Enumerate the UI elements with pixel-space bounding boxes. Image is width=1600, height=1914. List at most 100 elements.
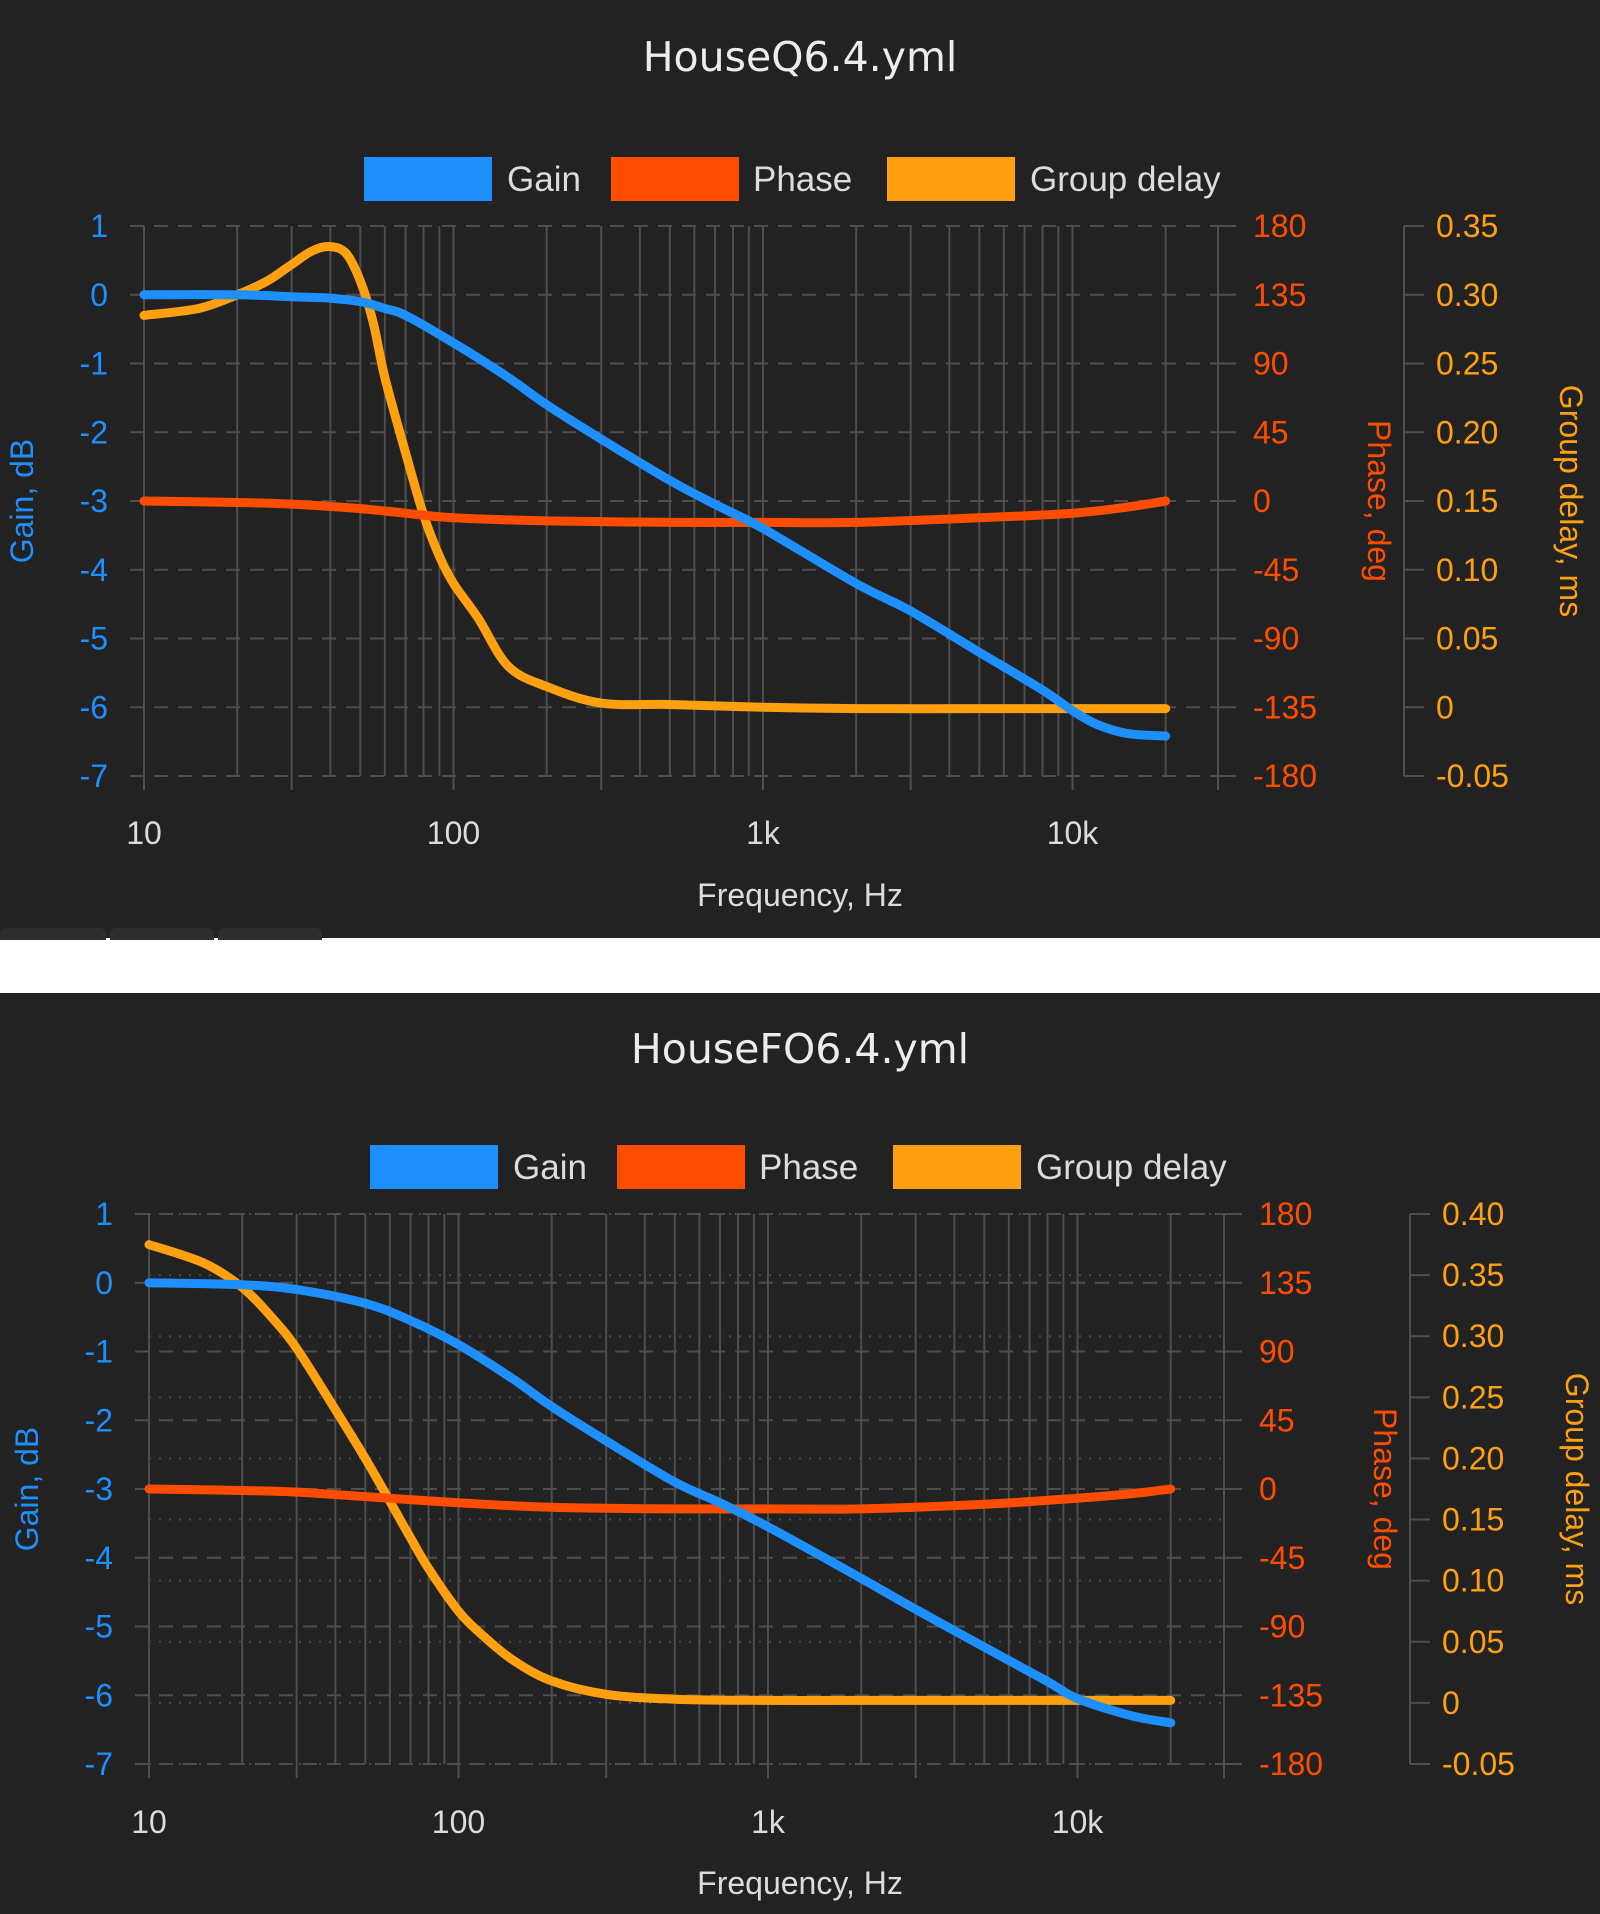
gain-tick-label: 0 [95,1265,113,1301]
phase-tick-label: -180 [1253,758,1317,794]
phase-axis-label: Phase, deg [1361,420,1397,582]
group-delay-tick-label: 0.25 [1436,346,1498,382]
phase-tick-label: -90 [1253,621,1299,657]
phase-tick-label: -135 [1253,689,1317,725]
x-tick-label: 100 [432,1804,485,1840]
panel-divider [0,938,1600,993]
gain-tick-label: -7 [80,758,108,794]
phase-tick-label: 180 [1253,208,1306,244]
group-delay-tick-label: 0.30 [1442,1318,1504,1354]
gain-tick-label: -2 [80,414,108,450]
tab-stub[interactable] [218,928,322,940]
gain-tick-label: -1 [80,346,108,382]
legend-swatch-gain[interactable] [370,1145,498,1189]
group-delay-tick-label: 0.35 [1442,1257,1504,1293]
group-delay-tick-label: 0 [1442,1685,1460,1721]
group-delay-axis-label: Group delay, ms [1559,1373,1595,1605]
phase-tick-label: 0 [1259,1471,1277,1507]
group-delay-tick-label: 0.30 [1436,277,1498,313]
gain-tick-label: -6 [85,1677,113,1713]
x-tick-label: 1k [746,815,781,851]
gain-tick-label: -4 [80,552,108,588]
legend-label-group-delay: Group delay [1036,1148,1227,1187]
phase-tick-label: -45 [1259,1540,1305,1576]
gain-tick-label: 1 [90,208,108,244]
legend-label-phase: Phase [759,1148,858,1187]
chart-panel-housefo: HouseFO6.4.yml Gain Phase Group delay 1 0 -1 -2… [0,993,1600,1914]
gain-tick-label: -5 [85,1609,113,1645]
phase-tick-label: -180 [1259,1746,1323,1782]
phase-axis-label: Phase, deg [1367,1408,1403,1570]
legend-label-phase: Phase [753,160,852,199]
group-delay-tick-label: 0.20 [1442,1440,1504,1476]
x-tick-label: 10 [126,815,162,851]
phase-tick-label: 90 [1253,346,1289,382]
group-delay-tick-label: 0.35 [1436,208,1498,244]
phase-tick-label: 180 [1259,1196,1312,1232]
legend-swatch-phase[interactable] [611,157,739,201]
gain-tick-label: -4 [85,1540,113,1576]
x-axis-label: Frequency, Hz [697,877,903,913]
gain-tick-label: -1 [85,1334,113,1370]
gain-tick-label: -3 [85,1471,113,1507]
phase-tick-label: 135 [1253,277,1306,313]
phase-tick-label: -45 [1253,552,1299,588]
group-delay-tick-label: -0.05 [1442,1746,1515,1782]
legend-swatch-group-delay[interactable] [887,157,1015,201]
group-delay-tick-label: 0.15 [1442,1502,1504,1538]
gain-tick-label: -7 [85,1746,113,1782]
group-delay-tick-label: 0.10 [1436,552,1498,588]
legend-label-group-delay: Group delay [1030,160,1221,199]
phase-tick-label: 45 [1259,1402,1295,1438]
series-line-group-delay [139,242,1171,714]
gain-tick-label: -3 [80,483,108,519]
x-tick-label: 1k [751,1804,786,1840]
gain-axis-label: Gain, dB [4,439,40,564]
legend-swatch-phase[interactable] [617,1145,745,1189]
x-tick-label: 10k [1052,1804,1105,1840]
legend-label-gain: Gain [513,1148,587,1187]
group-delay-tick-label: 0.15 [1436,483,1498,519]
group-delay-axis-label: Group delay, ms [1553,385,1589,617]
gain-tick-label: -5 [80,621,108,657]
series-line-gain [144,1278,1176,1728]
group-delay-tick-label: -0.05 [1436,758,1509,794]
gain-tick-label: 1 [95,1196,113,1232]
x-axis-label: Frequency, Hz [697,1865,903,1901]
chart-panel-houseq: HouseQ6.4.yml Gain Phase Group delay 1 0 -1 -2-… [0,0,1600,938]
phase-tick-label: 135 [1259,1265,1312,1301]
series-line-group-delay [144,1240,1176,1705]
series-line-phase [144,1484,1176,1514]
legend-swatch-group-delay[interactable] [893,1145,1021,1189]
series-line-gain [139,290,1171,741]
legend-label-gain: Gain [507,160,581,199]
x-tick-label: 10 [131,1804,167,1840]
chart-title: HouseFO6.4.yml [631,1025,969,1073]
group-delay-tick-label: 0.20 [1436,414,1498,450]
gain-tick-label: -2 [85,1402,113,1438]
phase-tick-label: -90 [1259,1609,1305,1645]
group-delay-tick-label: 0.25 [1442,1379,1504,1415]
phase-tick-label: 45 [1253,414,1289,450]
group-delay-tick-label: 0.40 [1442,1196,1504,1232]
x-tick-label: 100 [427,815,480,851]
group-delay-tick-label: 0.05 [1436,621,1498,657]
group-delay-tick-label: 0 [1436,689,1454,725]
group-delay-tick-label: 0.10 [1442,1563,1504,1599]
phase-tick-label: 0 [1253,483,1271,519]
group-delay-tick-label: 0.05 [1442,1624,1504,1660]
series-line-phase [139,496,1171,528]
x-tick-label: 10k [1047,815,1100,851]
phase-tick-label: -135 [1259,1677,1323,1713]
tab-stub[interactable] [0,928,106,940]
legend-swatch-gain[interactable] [364,157,492,201]
grid [135,1213,1225,1778]
gain-axis-label: Gain, dB [9,1427,45,1552]
gain-tick-label: 0 [90,277,108,313]
phase-tick-label: 90 [1259,1334,1295,1370]
tab-stub[interactable] [110,928,214,940]
gain-tick-label: -6 [80,689,108,725]
chart-title: HouseQ6.4.yml [643,33,958,81]
